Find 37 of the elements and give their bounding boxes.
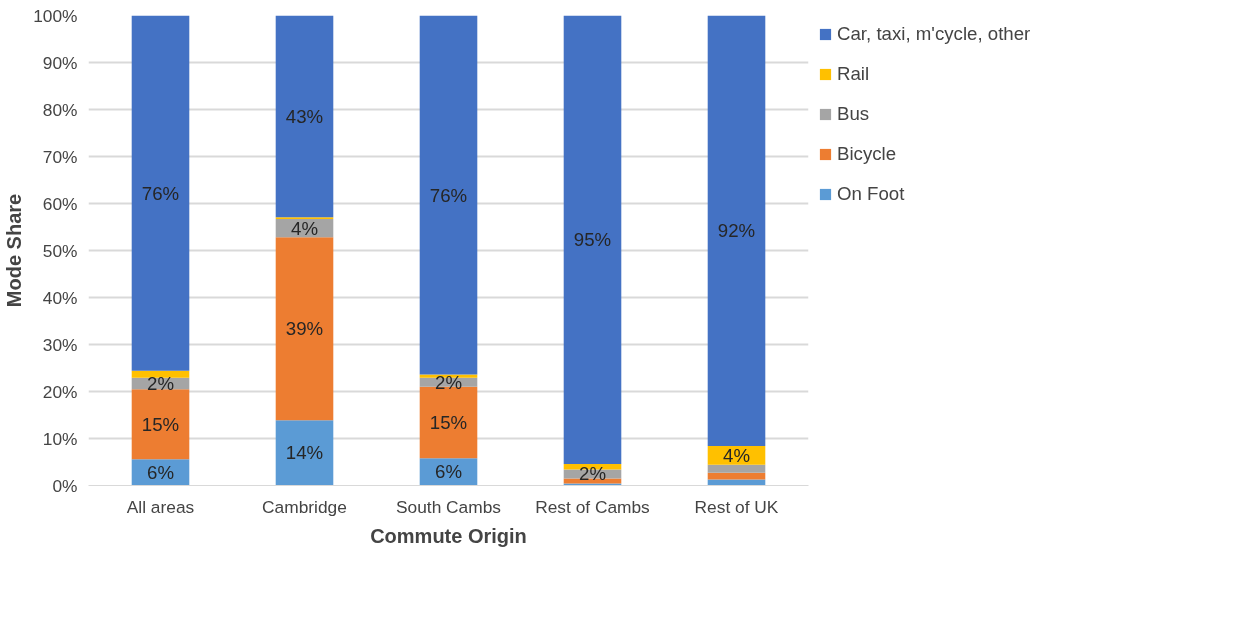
data-label: 15%: [141, 413, 180, 435]
data-label: 92%: [717, 220, 756, 242]
data-label: 2%: [147, 373, 174, 395]
legend-label: Bus: [837, 103, 870, 125]
data-label: 4%: [291, 217, 318, 239]
legend-label: On Foot: [837, 183, 905, 205]
data-label: 95%: [573, 229, 612, 251]
x-axis-title: Commute Origin: [370, 524, 527, 547]
data-label: 6%: [147, 461, 174, 483]
y-axis-title: Mode Share: [3, 193, 26, 308]
x-tick-label: All areas: [126, 496, 195, 517]
data-label: 43%: [285, 105, 324, 127]
y-tick-label: 0%: [52, 475, 78, 496]
legend-label: Rail: [837, 63, 870, 85]
x-tick-label: Cambridge: [262, 496, 347, 517]
data-label: 76%: [141, 182, 180, 204]
y-tick-label: 50%: [42, 240, 78, 261]
data-label: 76%: [429, 184, 468, 206]
y-tick-label: 90%: [42, 52, 78, 73]
x-tick-label: South Cambs: [396, 496, 502, 517]
data-label: 14%: [285, 442, 324, 464]
data-label: 4%: [723, 444, 750, 466]
legend-label: Car, taxi, m'cycle, other: [837, 23, 1031, 45]
data-label: 39%: [285, 318, 324, 340]
data-label: 6%: [435, 461, 462, 483]
x-tick-label: Rest of UK: [694, 496, 779, 517]
y-tick-label: 70%: [42, 146, 78, 167]
x-tick-label: Rest of Cambs: [535, 496, 651, 517]
y-tick-label: 30%: [42, 334, 78, 355]
y-tick-label: 10%: [42, 428, 78, 449]
y-tick-label: 20%: [42, 381, 78, 402]
legend-label: Bicycle: [837, 143, 897, 165]
y-tick-label: 80%: [42, 99, 78, 120]
y-tick-label: 60%: [42, 193, 78, 214]
y-tick-label: 100%: [33, 5, 78, 26]
y-tick-label: 40%: [42, 287, 78, 308]
data-label: 15%: [429, 412, 468, 434]
